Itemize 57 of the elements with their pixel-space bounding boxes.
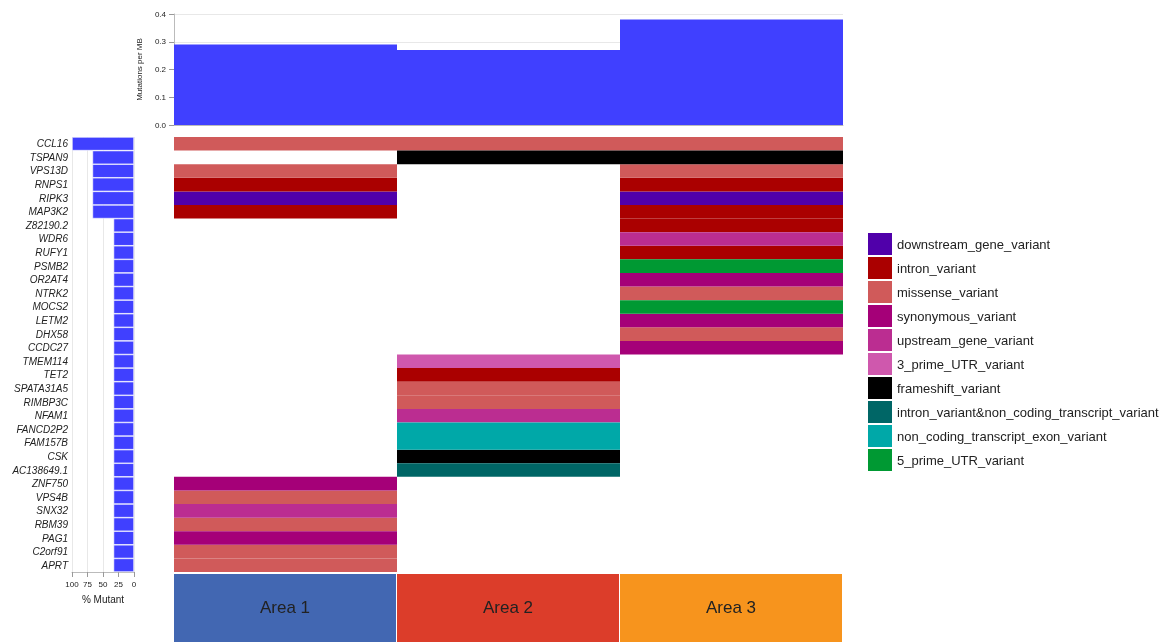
legend-label: 5_prime_UTR_variant [897,452,1025,468]
y-tick-label: VPS4B [35,491,69,503]
y-tick-label: 0.4 [154,9,167,19]
y-tick-label: TSPAN9 [29,151,69,163]
y-tick-label: 0.0 [154,120,167,130]
x-axis-title: Area 2 [397,574,620,642]
x-tick-label: 50 [98,579,108,589]
legend-label: 3_prime_UTR_variant [897,356,1025,372]
legend-label: intron_variant&non_coding_transcript_variant [897,404,1159,420]
legend-label: upstream_gene_variant [897,332,1034,348]
y-tick-label: FAM157B [24,437,69,449]
legend-label: synonymous_variant [897,308,1017,324]
y-tick-label: DHX58 [35,328,69,340]
legend-label: missense_variant [897,284,999,300]
y-tick-label: 0.1 [154,92,167,102]
y-tick-label: Z82190.2 [24,219,69,231]
x-axis-title: Area 1 [174,574,397,642]
y-tick-label: CCL16 [36,138,69,150]
y-tick-label: AC138649.1 [11,464,68,476]
y-tick-label: SNX32 [36,505,69,517]
y-tick-label: LETM2 [35,315,69,327]
legend-label: intron_variant [897,260,977,276]
y-tick-label: RBM39 [34,518,69,530]
x-tick-label: 0 [131,579,137,589]
y-tick-label: RNPS1 [34,179,68,191]
y-tick-label: RUFY1 [35,247,68,259]
y-tick-label: RIMBP3C [23,396,69,408]
y-tick-label: VPS13D [29,165,68,177]
y-tick-label: WDR6 [38,233,69,245]
y-tick-label: RIPK3 [39,192,69,204]
y-tick-label: ZNF750 [30,478,69,490]
y-tick-label: CSK [47,450,70,462]
y-tick-label: APRT [40,559,69,571]
y-tick-label: TET2 [43,369,69,381]
x-tick-label: 75 [83,579,93,589]
y-tick-label: PAG1 [42,532,68,544]
y-tick-label: MAP3K2 [28,206,69,218]
y-tick-label: OR2AT4 [29,274,69,286]
legend-label: frameshift_variant [897,380,1001,396]
y-tick-label: NFAM1 [34,410,68,422]
y-tick-label: FANCD2P2 [16,423,69,435]
y-tick-label: CCDC27 [27,342,69,354]
y-tick-label: C2orf91 [32,546,68,558]
y-tick-label: 0.2 [154,65,167,74]
y-tick-label: TMEM114 [22,355,69,367]
y-tick-label: 0.3 [154,37,167,47]
y-tick-label: NTRK2 [35,287,69,299]
legend-label: non_coding_transcript_exon_variant [897,428,1107,444]
x-axis-title: Area 3 [620,574,843,642]
y-tick-label: MOCS2 [32,301,69,313]
y-tick-label: SPATA31A5 [14,382,69,394]
y-axis-title: Mutations per MB [135,38,145,101]
x-tick-label: 25 [114,579,124,589]
y-tick-label: PSMB2 [34,260,69,272]
legend-label: downstream_gene_variant [897,236,1051,252]
x-axis-title: % Mutant [81,593,125,605]
x-tick-label: 100 [65,579,80,589]
